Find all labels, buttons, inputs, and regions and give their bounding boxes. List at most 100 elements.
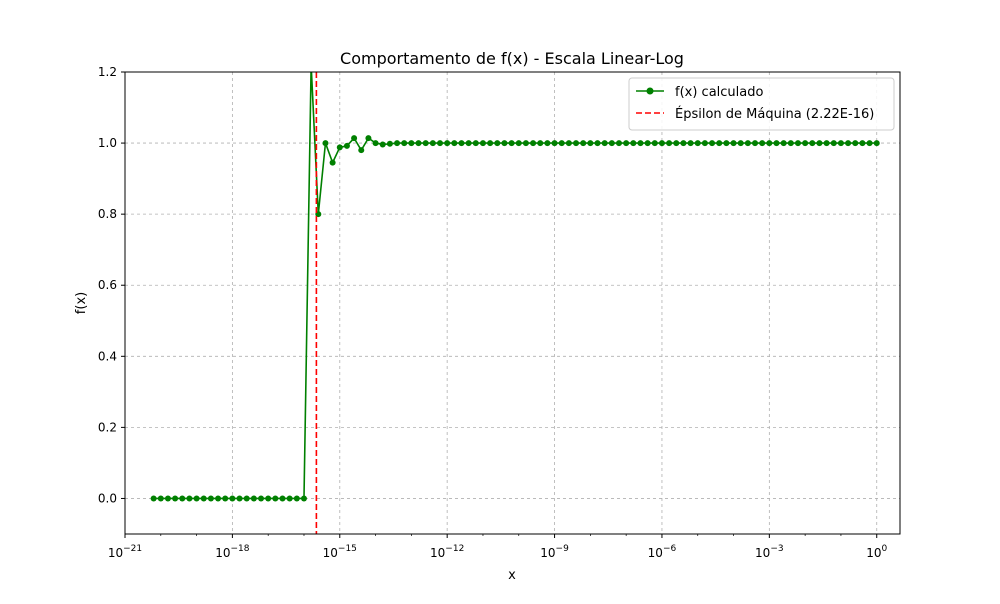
- data-point: [444, 140, 451, 147]
- x-tick-label: 10−15: [323, 544, 357, 560]
- data-point: [243, 495, 250, 502]
- y-tick-label: 1.0: [98, 136, 117, 150]
- data-point: [472, 140, 479, 147]
- data-point: [809, 140, 816, 147]
- data-point: [866, 140, 873, 147]
- data-point: [265, 495, 272, 502]
- data-point: [300, 495, 307, 502]
- data-point: [694, 140, 701, 147]
- data-point: [207, 495, 214, 502]
- data-point: [164, 495, 171, 502]
- plot-frame: [124, 71, 901, 535]
- y-tick-label: 0.0: [98, 491, 117, 505]
- data-point: [250, 495, 257, 502]
- data-point: [608, 140, 615, 147]
- data-point: [780, 140, 787, 147]
- data-point: [379, 141, 386, 148]
- data-point: [437, 140, 444, 147]
- data-point: [494, 140, 501, 147]
- data-point: [186, 495, 193, 502]
- data-point: [179, 495, 186, 502]
- data-point: [558, 140, 565, 147]
- data-point: [351, 135, 358, 142]
- data-point: [816, 140, 823, 147]
- data-point: [637, 140, 644, 147]
- data-point: [365, 135, 372, 142]
- data-point: [458, 140, 465, 147]
- data-point: [830, 140, 837, 147]
- data-point: [651, 140, 658, 147]
- data-point: [544, 140, 551, 147]
- y-tick-label: 1.2: [98, 65, 117, 79]
- data-point: [794, 140, 801, 147]
- data-point: [673, 140, 680, 147]
- data-point: [465, 140, 472, 147]
- data-point: [515, 140, 522, 147]
- x-tick-label: 10−18: [215, 544, 250, 560]
- x-tick-label: 10−9: [540, 544, 569, 560]
- legend-vline-label: Épsilon de Máquina (2.22E-16): [675, 106, 874, 122]
- data-point: [522, 140, 529, 147]
- data-point: [236, 495, 243, 502]
- data-point: [322, 140, 329, 147]
- data-point: [837, 140, 844, 147]
- legend: f(x) calculado Épsilon de Máquina (2.22E…: [628, 77, 895, 131]
- y-tick-label: 0.8: [98, 207, 117, 221]
- y-tick-label: 0.2: [98, 420, 117, 434]
- data-point: [229, 495, 236, 502]
- data-point: [630, 140, 637, 147]
- data-point: [752, 140, 759, 147]
- data-point: [150, 495, 157, 502]
- chart-title: Comportamento de f(x) - Escala Linear-Lo…: [340, 49, 684, 68]
- data-point: [701, 140, 708, 147]
- data-point: [487, 140, 494, 147]
- data-point: [787, 140, 794, 147]
- y-tick-label: 0.4: [98, 349, 117, 363]
- data-point: [501, 140, 508, 147]
- data-point: [623, 140, 630, 147]
- y-axis-ticks: 0.0 0.2 0.4 0.6 0.8 1.0 1.2: [98, 65, 125, 505]
- x-axis-ticks: 10−21 10−18 10−15 10−12 10−9 10−6 10−3 100: [108, 534, 888, 560]
- data-point: [587, 140, 594, 147]
- data-point: [551, 140, 558, 147]
- data-point: [336, 144, 343, 151]
- data-point: [415, 140, 422, 147]
- data-point: [386, 140, 393, 147]
- grid-lines: [124, 71, 900, 534]
- legend-series-marker: [646, 87, 654, 95]
- data-point: [601, 140, 608, 147]
- x-tick-label: 10−3: [755, 544, 784, 560]
- data-point: [573, 140, 580, 147]
- legend-box: [628, 77, 895, 131]
- data-point: [308, 62, 314, 68]
- data-point: [873, 140, 880, 147]
- data-point: [451, 140, 458, 147]
- data-point: [329, 159, 336, 166]
- x-tick-label: 10−12: [430, 544, 464, 560]
- y-axis-label: f(x): [74, 292, 89, 314]
- data-point: [666, 140, 673, 147]
- data-point: [744, 140, 751, 147]
- series-layer: [150, 62, 880, 534]
- data-point: [401, 140, 408, 147]
- y-tick-label: 0.6: [98, 278, 117, 292]
- data-point: [594, 140, 601, 147]
- data-point: [508, 140, 515, 147]
- data-point: [286, 495, 293, 502]
- data-point: [394, 140, 401, 147]
- data-point: [687, 140, 694, 147]
- data-point: [709, 140, 716, 147]
- data-point: [680, 140, 687, 147]
- data-point: [372, 140, 379, 147]
- data-point: [408, 140, 415, 147]
- data-point: [852, 140, 859, 147]
- data-point: [215, 495, 222, 502]
- data-point: [200, 495, 207, 502]
- data-point: [759, 140, 766, 147]
- data-point: [293, 495, 300, 502]
- data-point: [429, 140, 436, 147]
- data-point: [859, 140, 866, 147]
- data-point: [615, 140, 622, 147]
